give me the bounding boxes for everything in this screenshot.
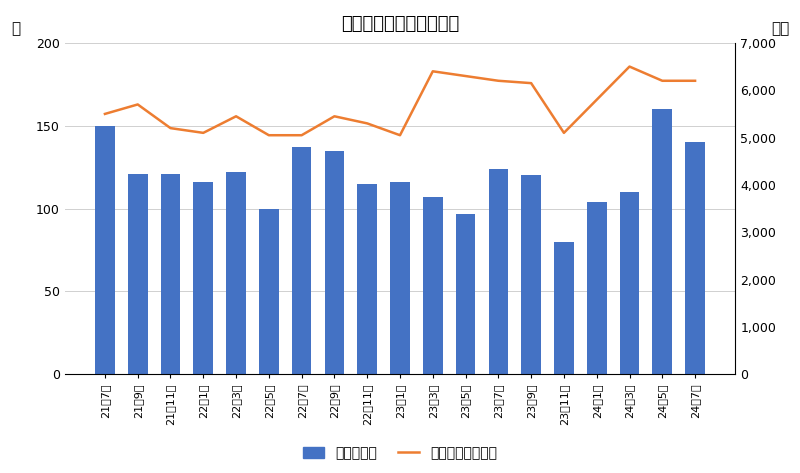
- 平均金額（万円）: [592, 97, 602, 103]
- Bar: [95, 126, 114, 374]
- 平均金額（万円）: [690, 78, 700, 84]
- Line: 平均金額（万円）: 平均金額（万円）: [105, 67, 695, 135]
- Bar: [325, 150, 344, 374]
- Bar: [259, 209, 278, 374]
- 平均金額（万円）: [264, 132, 274, 138]
- Text: 万円: 万円: [771, 21, 789, 36]
- 平均金額（万円）: [461, 73, 470, 79]
- 平均金額（万円）: [297, 132, 306, 138]
- 平均金額（万円）: [395, 132, 405, 138]
- 平均金額（万円）: [625, 64, 634, 70]
- Bar: [128, 174, 147, 374]
- 平均金額（万円）: [428, 69, 438, 74]
- Bar: [554, 242, 574, 374]
- 平均金額（万円）: [231, 114, 241, 119]
- 平均金額（万円）: [133, 102, 142, 107]
- Bar: [358, 184, 377, 374]
- 平均金額（万円）: [559, 130, 569, 136]
- Bar: [456, 214, 475, 374]
- 平均金額（万円）: [198, 130, 208, 136]
- Bar: [423, 197, 442, 374]
- 平均金額（万円）: [658, 78, 667, 84]
- Title: 東京都の件数と平均金額: 東京都の件数と平均金額: [341, 15, 459, 33]
- Bar: [653, 109, 672, 374]
- 平均金額（万円）: [494, 78, 503, 84]
- Legend: 件数（件）, 平均金額（万円）: 件数（件）, 平均金額（万円）: [298, 441, 502, 466]
- Bar: [226, 172, 246, 374]
- Bar: [686, 142, 705, 374]
- 平均金額（万円）: [330, 114, 339, 119]
- Bar: [620, 192, 639, 374]
- 平均金額（万円）: [362, 121, 372, 126]
- 平均金額（万円）: [166, 125, 175, 131]
- Bar: [161, 174, 180, 374]
- Bar: [292, 147, 311, 374]
- Text: 件: 件: [11, 21, 20, 36]
- Bar: [587, 202, 606, 374]
- Bar: [194, 182, 213, 374]
- Bar: [522, 175, 541, 374]
- Bar: [390, 182, 410, 374]
- 平均金額（万円）: [100, 111, 110, 117]
- 平均金額（万円）: [526, 80, 536, 86]
- Bar: [489, 169, 508, 374]
